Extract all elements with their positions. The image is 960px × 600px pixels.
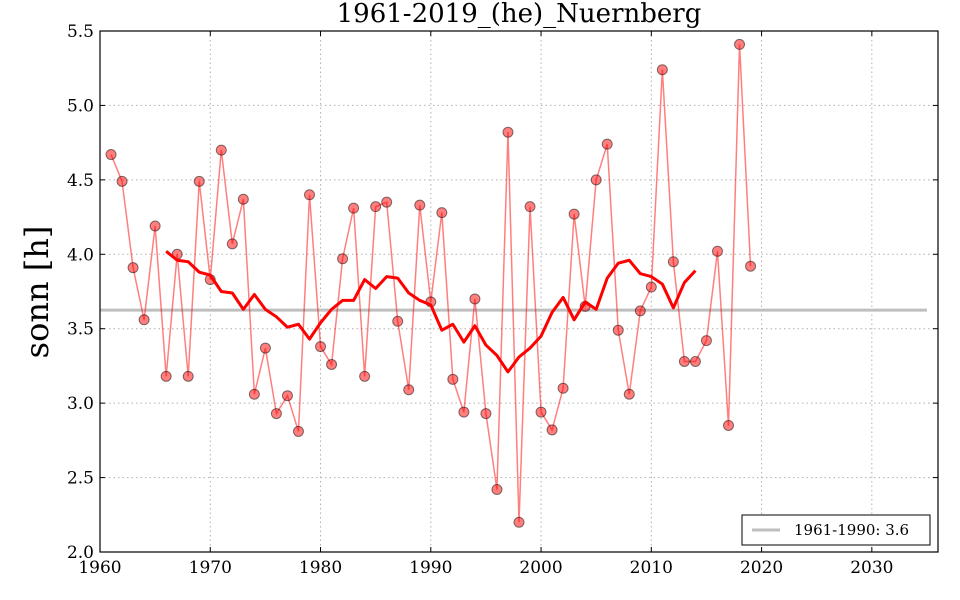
- running-mean-line: [165, 250, 697, 374]
- annual-point: [359, 370, 371, 382]
- x-tick-label: 1980: [299, 558, 342, 578]
- y-tick-label: 4.0: [67, 245, 94, 265]
- y-tick-labels: 2.0 2.5 3.0 3.5 4.0 4.5 5.0 5.5: [67, 22, 94, 563]
- plot-frame: [99, 30, 939, 553]
- x-tick-label: 1990: [409, 558, 452, 578]
- annual-point: [491, 483, 503, 495]
- annual-point: [392, 315, 404, 327]
- annual-point: [601, 138, 613, 150]
- annual-point: [590, 174, 602, 186]
- x-tick-label: 2000: [519, 558, 562, 578]
- x-tick-label: 2010: [630, 558, 673, 578]
- annual-point: [645, 281, 657, 293]
- x-tick-label: 1970: [189, 558, 232, 578]
- annual-point: [734, 38, 746, 50]
- y-tick-label: 5.0: [67, 96, 94, 116]
- annual-point: [458, 406, 470, 418]
- annual-point: [348, 202, 360, 214]
- annual-point: [502, 126, 514, 138]
- annual-point: [149, 220, 161, 232]
- x-tick-labels: 1960 1970 1980 1990 2000 2010 2020 2030: [78, 558, 893, 578]
- annual-point: [524, 201, 536, 213]
- annual-point: [436, 207, 448, 219]
- y-tick-label: 3.0: [67, 394, 94, 414]
- annual-point: [292, 425, 304, 437]
- annual-point: [381, 196, 393, 208]
- legend: 1961-1990: 3.6: [741, 514, 931, 546]
- annual-point: [304, 189, 315, 201]
- annual-point: [513, 516, 525, 528]
- annual-point: [535, 406, 547, 418]
- running-mean-series: [165, 250, 697, 374]
- annual-point: [469, 293, 481, 305]
- annual-point: [270, 408, 282, 420]
- annual-point: [634, 305, 646, 317]
- annual-point: [182, 370, 194, 382]
- y-tick-label: 3.5: [67, 320, 94, 340]
- annual-point: [723, 419, 734, 431]
- y-tick-label: 2.0: [67, 543, 94, 563]
- annual-point: [557, 382, 569, 394]
- y-tick-label: 2.5: [67, 469, 94, 489]
- annual-point: [326, 358, 338, 370]
- legend-label: 1961-1990: 3.6: [794, 521, 909, 539]
- annual-point: [259, 342, 271, 354]
- annual-point: [568, 208, 580, 220]
- x-tick-label: 1960: [78, 558, 121, 578]
- annual-point: [193, 175, 205, 187]
- annual-point: [315, 341, 327, 353]
- annual-series: [105, 38, 757, 528]
- y-axis-label: sonn [h]: [18, 226, 56, 359]
- annual-point: [546, 424, 558, 436]
- y-tick-label: 5.5: [67, 22, 94, 42]
- annual-point: [105, 149, 117, 161]
- annual-point: [237, 193, 249, 205]
- annual-point: [414, 199, 426, 211]
- annual-point: [623, 388, 635, 400]
- annual-point: [711, 245, 723, 257]
- annual-point: [689, 355, 701, 367]
- annual-point: [370, 201, 382, 213]
- annual-point: [656, 64, 668, 76]
- annual-point: [160, 370, 172, 382]
- annual-point: [226, 238, 238, 250]
- annual-point: [403, 384, 415, 396]
- annual-point: [612, 324, 624, 336]
- chart-title: 1961-2019_(he)_Nuernberg: [337, 0, 702, 29]
- annual-point: [138, 314, 150, 326]
- annual-point: [127, 262, 139, 274]
- annual-point: [480, 408, 492, 420]
- y-tick-label: 4.5: [67, 171, 94, 191]
- ticks: [99, 30, 938, 553]
- annual-point: [745, 260, 757, 272]
- annual-point: [215, 144, 227, 156]
- annual-point: [116, 175, 128, 187]
- annual-point: [447, 373, 459, 385]
- x-tick-label: 2030: [850, 558, 893, 578]
- annual-point: [248, 388, 260, 400]
- x-tick-label: 2020: [740, 558, 783, 578]
- annual-point: [281, 390, 293, 402]
- annual-point: [337, 253, 349, 265]
- annual-point: [678, 355, 690, 367]
- annual-point: [700, 335, 712, 347]
- annual-point: [667, 256, 679, 268]
